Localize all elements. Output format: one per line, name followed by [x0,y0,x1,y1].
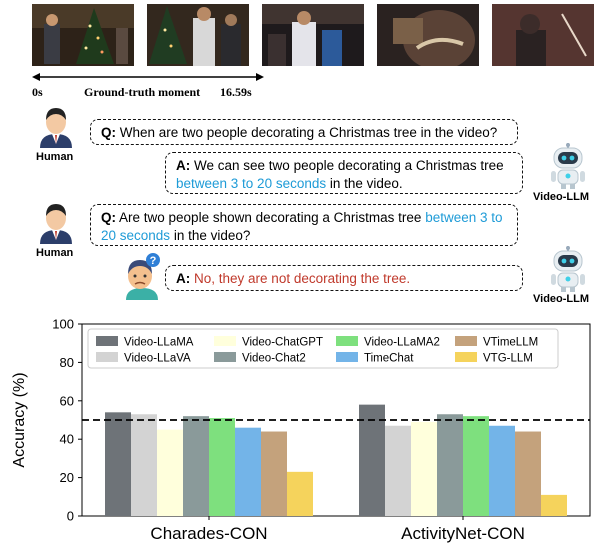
robot-icon [551,143,585,189]
answer-bubble-1: A: We can see two people decorating a Ch… [165,152,523,194]
ground-truth-timeline: 0s Ground-truth moment 16.59s [32,70,264,99]
y-tick-label: 100 [52,317,74,332]
robot-avatar-1 [548,143,588,194]
llm-label-1: Video-LLM [533,191,590,203]
a2-prefix: A: [176,271,191,286]
legend-label: VTG-LLM [483,353,533,365]
robot-icon [551,246,585,292]
legend-swatch [336,352,358,362]
person-icon [40,204,72,244]
video-frames [32,4,594,66]
q2-highlight: between 3 to 20 seconds [101,210,503,243]
bar-video-llava-0 [131,414,157,516]
legend-label: TimeChat [364,353,414,365]
bar-video-llama2-1 [463,416,489,516]
timeline-arrow [32,73,264,81]
q1-text: When are two people decorating a Christm… [119,125,498,140]
legend-swatch [96,352,118,362]
x-tick-label: Charades-CON [150,524,267,543]
bar-timechat-1 [489,425,515,516]
legend-swatch [214,336,236,346]
bar-vtimellm-1 [515,431,541,516]
y-tick-label: 20 [60,470,74,485]
chart-svg: Accuracy (%) 0 20 40 60 80 100 Charades-CON Acti… [11,317,591,543]
person-icon [40,108,72,148]
legend-swatch [455,336,477,346]
legend-swatch [336,336,358,346]
bar-video-llama-1 [359,404,385,516]
question-bubble-1: Q: When are two people decorating a Chri… [90,119,518,145]
legend-swatch [455,352,477,362]
legend-label: Video-LLaMA2 [364,337,440,349]
legend-label: Video-ChatGPT [242,337,323,349]
bar-video-llama2-0 [209,418,235,516]
a1-prefix: A: [176,158,191,173]
legend-label: Video-LLaMA [124,337,194,349]
a1-text-1: We can see two people decorating a Chris… [194,158,504,173]
human-avatar-1 [38,104,74,153]
y-tick-label: 40 [60,432,74,447]
answer-bubble-2: A: No, they are not decorating the tree. [165,265,523,291]
llm-label-2: Video-LLM [533,293,590,305]
confused-person-avatar: ? [122,252,162,305]
bar-vtg-llm-1 [541,494,567,516]
bar-vtimellm-0 [261,431,287,516]
legend-label: Video-Chat2 [242,353,306,365]
human-avatar-2 [38,200,74,249]
y-axis-label: Accuracy (%) [11,372,28,467]
question-mark: ? [150,255,157,267]
timeline-end: 16.59s [220,85,252,99]
legend-swatch [96,336,118,346]
question-bubble-2: Q: Are two people shown decorating a Chr… [90,204,518,246]
legend-box [87,328,559,369]
timeline-start: 0s [32,85,43,99]
y-tick-label: 60 [60,393,74,408]
a2-text: No, they are not decorating the tree. [194,271,411,286]
legend-label: Video-LLaVA [124,353,191,365]
bar-vtg-llm-0 [287,471,313,516]
y-tick-label: 80 [60,355,74,370]
bar-timechat-0 [235,427,261,516]
bar-video-chat2-1 [437,414,463,516]
a1-highlight: between 3 to 20 seconds [176,176,327,191]
bar-video-chatgpt-0 [157,429,183,516]
human-label-1: Human [36,151,74,163]
video-frame-5 [492,4,594,66]
legend-label: VTimeLLM [483,337,538,349]
accuracy-bar-chart: Accuracy (%) 0 20 40 60 80 100 Charades-CON Acti… [0,312,600,545]
video-frame-1 [32,4,134,66]
q1-prefix: Q: [101,125,116,140]
confused-face-icon: ? [126,253,160,300]
bar-video-chatgpt-1 [411,421,437,516]
bar-video-chat2-0 [183,416,209,516]
x-tick-label: ActivityNet-CON [401,524,525,543]
bar-video-llava-1 [385,425,411,516]
video-frame-4 [377,4,479,66]
y-tick-label: 0 [67,509,74,524]
bar-video-llama-0 [105,412,131,516]
human-label-2: Human [36,247,74,259]
q2-text-2: in the video? [173,228,251,243]
legend-swatch [214,352,236,362]
q2-prefix: Q: [101,210,116,225]
video-frame-3 [262,4,364,66]
robot-avatar-2 [548,246,588,297]
timeline-label: Ground-truth moment [84,85,201,99]
a1-text-2: in the video. [329,176,403,191]
q2-text-1: Are two people shown decorating a Christ… [119,210,422,225]
video-frame-2 [147,4,249,66]
